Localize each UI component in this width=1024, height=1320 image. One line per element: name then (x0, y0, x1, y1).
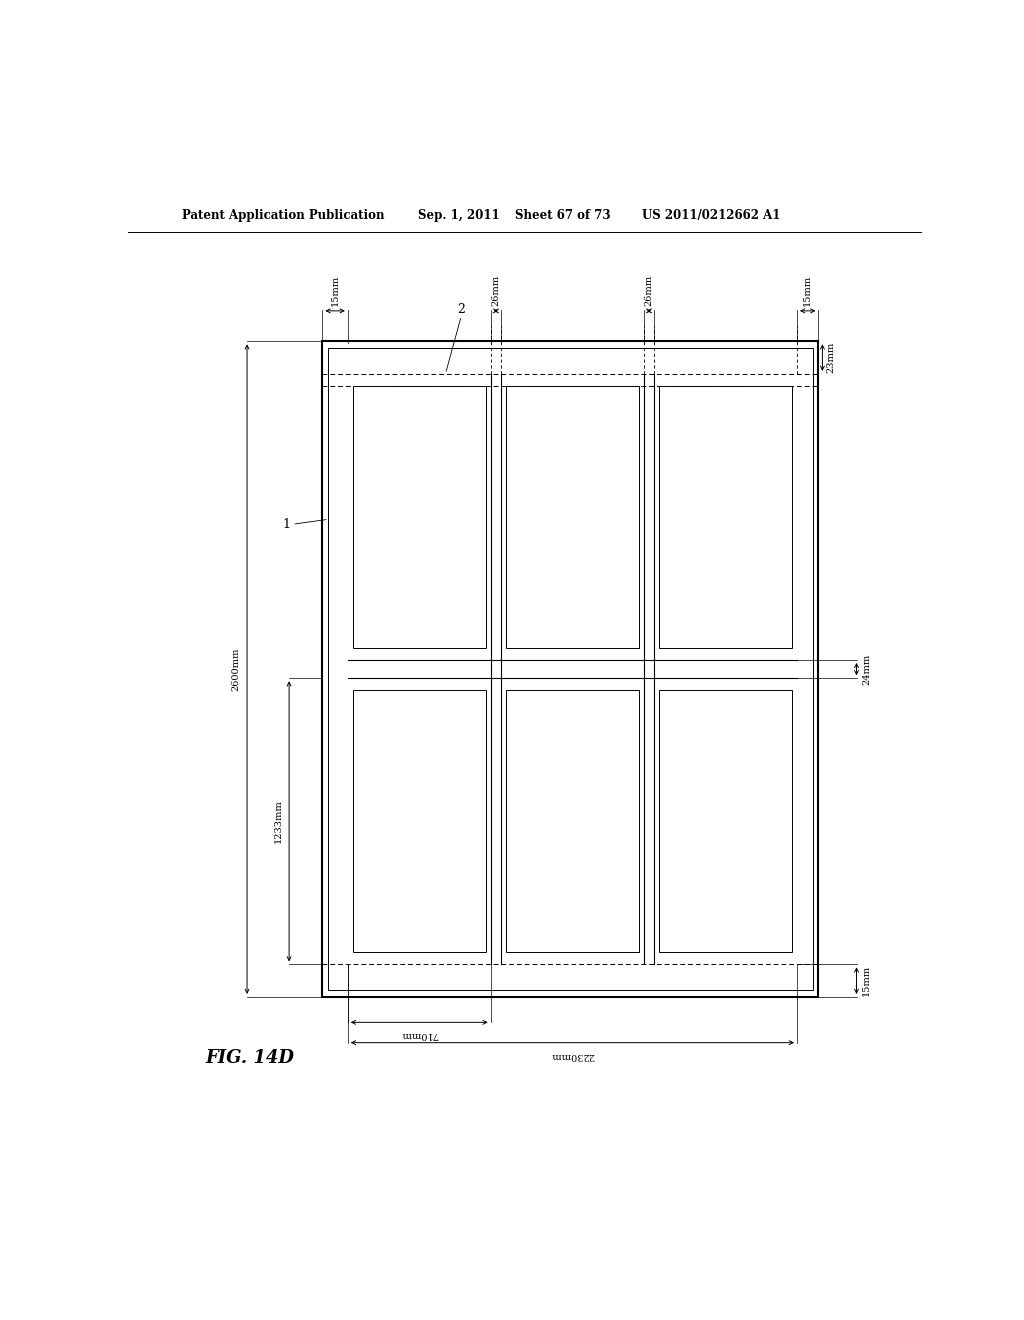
Text: Sep. 1, 2011: Sep. 1, 2011 (418, 209, 500, 222)
Text: FIG. 14D: FIG. 14D (206, 1049, 295, 1067)
Text: 23mm: 23mm (826, 342, 836, 374)
Text: 710mm: 710mm (400, 1031, 438, 1039)
Bar (352, 385, 486, 648)
Text: Patent Application Publication: Patent Application Publication (182, 209, 384, 222)
Text: 24mm: 24mm (862, 653, 871, 685)
Bar (352, 690, 486, 952)
Text: 1: 1 (283, 517, 291, 531)
Bar (506, 690, 639, 952)
Text: 15mm: 15mm (803, 275, 812, 306)
Text: 26mm: 26mm (644, 275, 653, 306)
Bar (506, 385, 639, 648)
Text: 15mm: 15mm (862, 965, 871, 997)
Bar (328, 348, 813, 990)
Text: US 2011/0212662 A1: US 2011/0212662 A1 (642, 209, 780, 222)
Text: 2600mm: 2600mm (231, 647, 241, 690)
Text: 26mm: 26mm (492, 275, 501, 306)
Text: 1233mm: 1233mm (273, 800, 283, 843)
Text: 2: 2 (458, 304, 465, 315)
Text: Sheet 67 of 73: Sheet 67 of 73 (515, 209, 611, 222)
Text: 2230mm: 2230mm (551, 1051, 594, 1060)
Bar (658, 385, 793, 648)
Text: 15mm: 15mm (331, 275, 340, 306)
Bar (658, 690, 793, 952)
Bar (323, 342, 818, 997)
